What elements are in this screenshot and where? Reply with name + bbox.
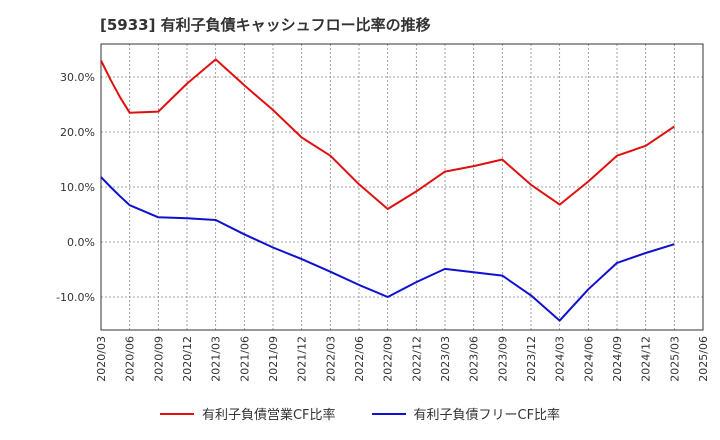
series-line-free-cf bbox=[100, 176, 675, 322]
x-tick-label: 2021/06 bbox=[238, 336, 251, 382]
x-tick-label: 2023/03 bbox=[439, 336, 452, 382]
x-tick-label: 2021/03 bbox=[210, 336, 223, 382]
x-tick-label: 2024/03 bbox=[554, 336, 567, 382]
legend-item-free-cf: 有利子負債フリーCF比率 bbox=[371, 404, 561, 423]
x-tick-label: 2020/03 bbox=[95, 336, 108, 382]
legend-swatch-free-cf bbox=[371, 412, 406, 415]
x-tick-label: 2023/06 bbox=[468, 336, 481, 382]
x-tick-label: 2023/12 bbox=[525, 336, 538, 382]
x-tick-label: 2023/09 bbox=[496, 336, 509, 382]
x-tick-label: 2022/09 bbox=[382, 336, 395, 382]
y-tick-label: -10.0% bbox=[56, 291, 95, 304]
x-tick-label: 2022/06 bbox=[353, 336, 366, 382]
x-tick-label: 2020/06 bbox=[124, 336, 137, 382]
x-tick-label: 2025/03 bbox=[668, 336, 681, 382]
x-tick-label: 2021/12 bbox=[296, 336, 309, 382]
x-tick-label: 2020/12 bbox=[181, 336, 194, 382]
legend-swatch-operating-cf bbox=[159, 412, 194, 415]
y-tick-label: 20.0% bbox=[60, 126, 95, 139]
x-tick-label: 2025/06 bbox=[697, 336, 710, 382]
chart-title: [5933] 有利子負債キャッシュフロー比率の推移 bbox=[100, 16, 431, 34]
plot-frame bbox=[100, 43, 704, 331]
x-tick-label: 2022/03 bbox=[324, 336, 337, 382]
legend-item-operating-cf: 有利子負債営業CF比率 bbox=[159, 404, 336, 423]
legend-label-free-cf: 有利子負債フリーCF比率 bbox=[413, 408, 561, 423]
x-tick-label: 2020/09 bbox=[152, 336, 165, 382]
x-tick-label: 2024/06 bbox=[582, 336, 595, 382]
x-tick-label: 2021/09 bbox=[267, 336, 280, 382]
legend-label-operating-cf: 有利子負債営業CF比率 bbox=[201, 408, 336, 423]
series-line-operating-cf bbox=[100, 58, 675, 210]
y-tick-label: 0.0% bbox=[67, 236, 95, 249]
x-tick-label: 2024/09 bbox=[611, 336, 624, 382]
y-tick-label: 10.0% bbox=[60, 181, 95, 194]
x-tick-label: 2022/12 bbox=[410, 336, 423, 382]
x-tick-label: 2024/12 bbox=[640, 336, 653, 382]
y-tick-label: 30.0% bbox=[60, 71, 95, 84]
chart-legend: 有利子負債営業CF比率 有利子負債フリーCF比率 bbox=[0, 404, 720, 423]
